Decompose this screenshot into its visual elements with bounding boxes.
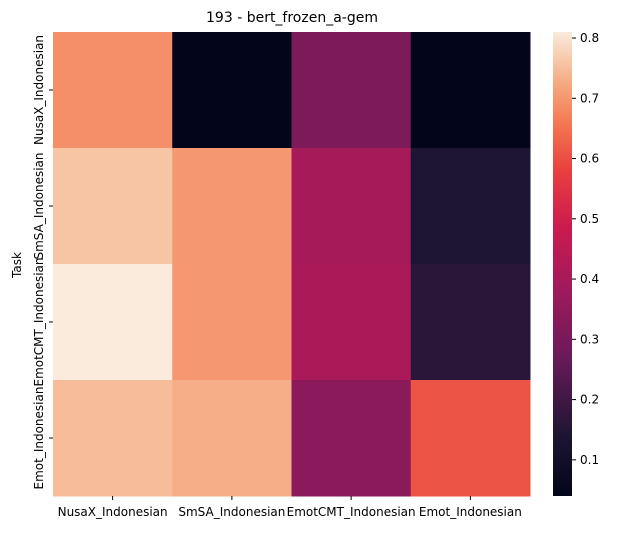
heatmap-cell: [410, 32, 531, 149]
colorbar-tick-label: 0.6: [580, 152, 599, 166]
x-tick-label: EmotCMT_Indonesian: [287, 505, 416, 519]
heatmap-cell: [291, 264, 412, 381]
y-axis-ticks: NusaX_Indonesian SmSA_IndonesianEmotCMT_I…: [32, 35, 53, 490]
chart-title: 193 - bert_frozen_a-gem: [206, 10, 378, 26]
heatmap-cell: [53, 264, 173, 381]
colorbar-tick-label: 0.8: [580, 31, 599, 45]
heatmap-cells: [53, 32, 531, 497]
x-tick-label: NusaX_Indonesian: [58, 505, 168, 519]
x-tick-label: SmSA_Indonesian: [178, 505, 285, 519]
colorbar-rect: [553, 32, 572, 496]
colorbar: 0.1 0.2 0.3 0.4 0.5 0.6 0.7 0.8: [553, 31, 599, 496]
heatmap-cell: [172, 148, 292, 265]
y-tick-label: SmSA_Indonesian: [32, 153, 46, 260]
colorbar-tick-label: 0.7: [580, 91, 599, 105]
y-axis-label: Task: [10, 252, 24, 279]
heatmap-cell: [291, 380, 412, 497]
heatmap-cell: [291, 148, 412, 265]
y-tick-label: Emot_Indonesian: [32, 387, 46, 490]
colorbar-tick-label: 0.4: [580, 272, 599, 286]
y-tick-label: EmotCMT_Indonesian: [32, 257, 46, 386]
colorbar-tick-label: 0.1: [580, 453, 599, 467]
heatmap-cell: [291, 32, 412, 149]
heatmap-cell: [172, 380, 292, 497]
heatmap-cell: [53, 148, 173, 265]
colorbar-ticks: 0.1 0.2 0.3 0.4 0.5 0.6 0.7 0.8: [572, 31, 599, 467]
y-tick-label: NusaX_Indonesian: [32, 35, 46, 145]
heatmap-cell: [172, 32, 292, 149]
heatmap-cell: [410, 148, 531, 265]
heatmap-cell: [410, 380, 531, 497]
x-axis-ticks: NusaX_Indonesian SmSA_Indonesian EmotCMT_I…: [58, 496, 522, 519]
colorbar-tick-label: 0.5: [580, 212, 599, 226]
x-tick-label: Emot_Indonesian: [419, 505, 522, 519]
heatmap-cell: [410, 264, 531, 381]
heatmap-cell: [172, 264, 292, 381]
colorbar-tick-label: 0.3: [580, 332, 599, 346]
heatmap-cell: [53, 32, 173, 149]
colorbar-tick-label: 0.2: [580, 393, 599, 407]
heatmap-cell: [53, 380, 173, 497]
